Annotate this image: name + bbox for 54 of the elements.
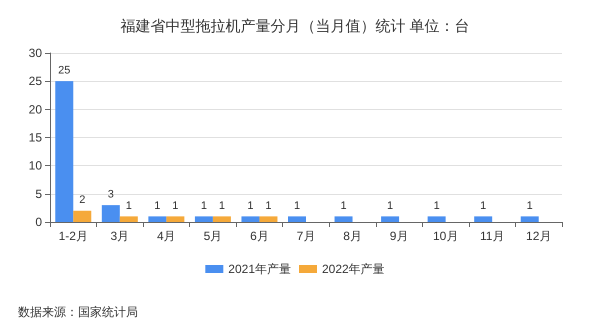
data-label: 1 xyxy=(294,200,300,212)
x-tick-label: 1-2月 xyxy=(58,229,88,243)
x-tick-label: 3月 xyxy=(110,229,130,243)
data-label: 1 xyxy=(265,200,272,212)
bar xyxy=(148,216,166,222)
bar xyxy=(241,216,260,222)
bar xyxy=(120,216,138,222)
bar xyxy=(166,216,184,222)
data-label: 1 xyxy=(200,200,207,212)
bar xyxy=(194,216,213,222)
bar xyxy=(428,216,446,222)
bar xyxy=(212,216,231,222)
bar xyxy=(334,216,353,222)
data-label: 1 xyxy=(218,200,225,212)
data-label: 1 xyxy=(154,200,160,212)
bar xyxy=(73,210,92,222)
x-tick-label: 5月 xyxy=(204,229,222,243)
data-label: 1 xyxy=(340,200,347,212)
data-label: 25 xyxy=(58,64,70,77)
chart-title: 福建省中型拖拉机产量分月（当月值）统计 单位：台 xyxy=(120,18,470,35)
bar xyxy=(520,216,539,222)
y-tick-label: 30 xyxy=(28,46,42,60)
bar xyxy=(259,216,278,222)
data-label: 1 xyxy=(126,200,132,212)
x-tick-label: 4月 xyxy=(157,229,176,243)
x-tick-label: 9月 xyxy=(390,229,408,243)
x-tick-label: 7月 xyxy=(296,229,316,243)
x-tick-label: 6月 xyxy=(250,229,269,243)
data-label: 1 xyxy=(387,200,394,212)
data-label: 2 xyxy=(79,194,86,206)
legend-label: 2021年产量 xyxy=(228,262,292,276)
y-tick-label: 10 xyxy=(28,158,42,173)
bar xyxy=(55,81,74,222)
bar xyxy=(102,205,120,222)
data-label: 1 xyxy=(480,200,486,212)
y-tick-label: 25 xyxy=(28,74,42,88)
data-label: 1 xyxy=(247,200,254,212)
data-label: 1 xyxy=(434,200,440,212)
y-tick-label: 5 xyxy=(35,186,42,201)
x-tick-label: 10月 xyxy=(432,229,458,243)
data-label: 1 xyxy=(526,200,533,212)
y-tick-label: 20 xyxy=(28,102,42,116)
x-tick-label: 12月 xyxy=(526,229,552,243)
x-tick-label: 11月 xyxy=(480,229,504,243)
legend-label: 2022年产量 xyxy=(322,262,385,276)
data-label: 1 xyxy=(172,200,178,212)
source-note: 数据来源：国家统计局 xyxy=(18,305,138,319)
y-tick-label: 15 xyxy=(28,130,42,144)
bar xyxy=(288,216,306,222)
bar xyxy=(474,216,492,222)
data-label: 3 xyxy=(108,188,114,201)
x-tick-label: 8月 xyxy=(343,229,362,243)
y-tick-label: 0 xyxy=(35,215,42,229)
bar xyxy=(381,216,400,222)
